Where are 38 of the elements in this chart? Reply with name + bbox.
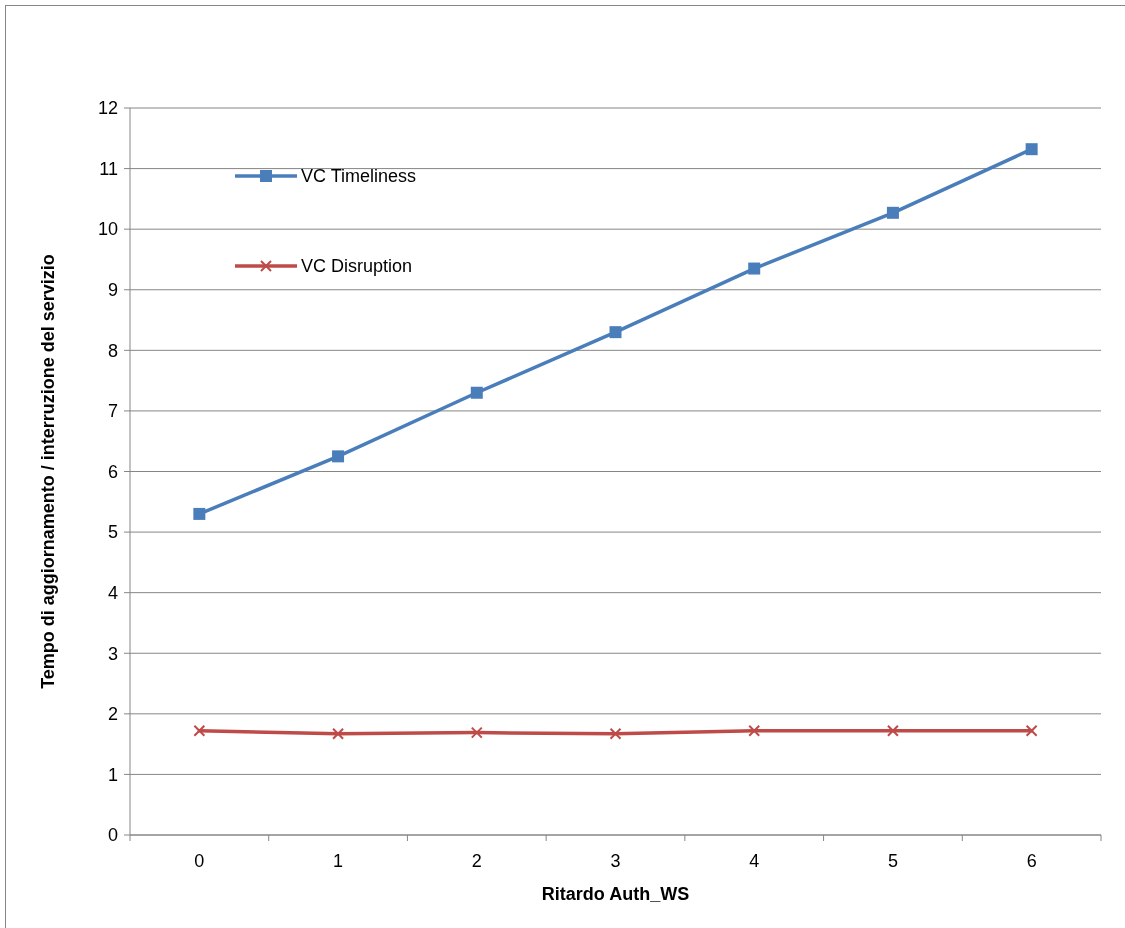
legend-label: VC Timeliness xyxy=(301,166,417,187)
x-tick-label: 4 xyxy=(749,851,760,871)
y-tick-label: 5 xyxy=(107,522,118,543)
x-tick-label: 3 xyxy=(610,851,621,871)
y-tick-label: 7 xyxy=(107,401,118,422)
y-tick-label: 0 xyxy=(107,825,118,846)
y-tick-label: 11 xyxy=(99,158,118,179)
y-tick-label: 10 xyxy=(97,219,118,240)
point xyxy=(886,724,899,737)
y-tick-label: 12 xyxy=(97,98,118,119)
point xyxy=(470,726,483,739)
y-tick-label: 8 xyxy=(107,340,118,361)
point xyxy=(886,206,899,219)
y-tick-label: 1 xyxy=(107,764,118,785)
point xyxy=(1025,724,1038,737)
point xyxy=(748,724,761,737)
y-tick-label: 4 xyxy=(107,582,118,603)
point xyxy=(193,507,206,520)
y-tick-label: 3 xyxy=(107,643,118,664)
point xyxy=(332,727,345,740)
point xyxy=(609,727,622,740)
legend-label: VC Disruption xyxy=(301,256,413,277)
x-axis-title: Ritardo Auth_WS xyxy=(541,884,690,904)
x-tick-label: 6 xyxy=(1026,851,1037,871)
x-tick-label: 5 xyxy=(887,851,898,871)
x-tick-label: 1 xyxy=(333,851,344,871)
point xyxy=(332,450,345,463)
point xyxy=(470,386,483,399)
y-tick-label: 6 xyxy=(107,461,118,482)
point xyxy=(748,262,761,275)
y-tick-label: 9 xyxy=(107,280,118,301)
y-axis-title: Tempo di aggiornamento / interruzione del servizio xyxy=(38,254,58,689)
point xyxy=(1025,143,1038,156)
point xyxy=(609,326,622,339)
x-tick-label: 0 xyxy=(194,851,205,871)
point xyxy=(193,724,206,737)
x-tick-label: 2 xyxy=(471,851,482,871)
y-tick-label: 2 xyxy=(107,704,118,725)
